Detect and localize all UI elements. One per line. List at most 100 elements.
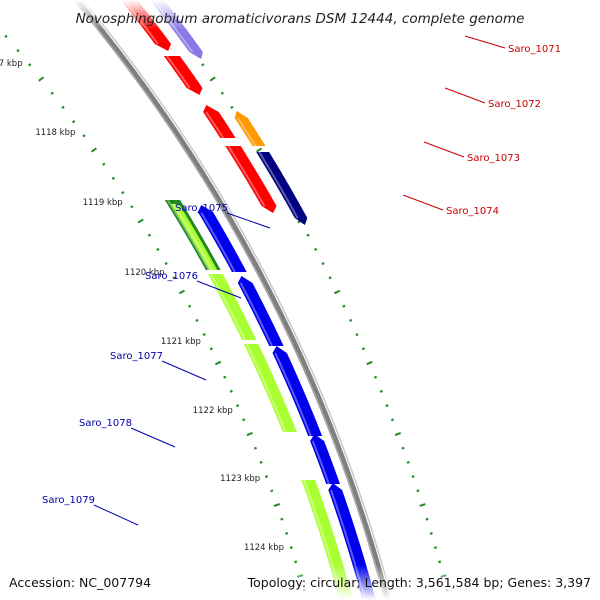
tick-mark bbox=[394, 432, 402, 436]
tick-mark bbox=[178, 289, 186, 295]
tick-mark bbox=[361, 347, 365, 351]
kbp-label: 1118 kbp bbox=[35, 128, 75, 138]
tick-mark bbox=[223, 375, 227, 379]
tick-mark bbox=[273, 503, 281, 507]
tick-mark bbox=[137, 218, 144, 224]
tick-mark bbox=[220, 91, 225, 95]
tick-mark bbox=[306, 233, 310, 237]
leader-line bbox=[226, 212, 271, 229]
leader-line bbox=[196, 280, 242, 299]
tick-mark bbox=[50, 91, 54, 95]
leader-line bbox=[93, 504, 139, 526]
tick-mark bbox=[429, 531, 433, 535]
leader-line bbox=[161, 360, 207, 381]
tick-mark bbox=[4, 34, 8, 39]
tick-mark bbox=[147, 233, 152, 237]
tick-mark bbox=[419, 503, 426, 507]
tick-mark bbox=[164, 262, 168, 266]
kbp-label: 1123 kbp bbox=[220, 474, 260, 484]
gene-saro-1074 bbox=[225, 145, 277, 213]
gene-saro-1077-cds bbox=[243, 343, 297, 433]
tick-mark bbox=[16, 48, 20, 53]
genome-backbone bbox=[72, 0, 393, 600]
tick-mark bbox=[156, 247, 160, 251]
tick-mark bbox=[242, 418, 246, 422]
tick-mark bbox=[313, 247, 318, 251]
tick-mark bbox=[102, 162, 106, 166]
gene-label-left: Saro_1078 bbox=[79, 418, 132, 429]
tick-mark bbox=[270, 489, 274, 493]
gene-saro-1073 bbox=[203, 105, 236, 139]
leader-line bbox=[423, 141, 465, 158]
tick-mark bbox=[328, 276, 332, 280]
tick-mark bbox=[264, 475, 269, 479]
gene-label-left: Saro_1077 bbox=[110, 351, 163, 362]
gene-label-left: Saro_1076 bbox=[145, 271, 198, 282]
tick-mark bbox=[187, 304, 192, 308]
gene-label-right: Saro_1073 bbox=[467, 153, 520, 164]
tick-mark bbox=[433, 546, 438, 550]
leader-line bbox=[402, 194, 444, 211]
tick-mark bbox=[256, 147, 263, 153]
kbp-label: 1117 kbp bbox=[0, 59, 23, 69]
tick-mark bbox=[349, 318, 353, 322]
tick-mark bbox=[253, 446, 257, 450]
gene-saro-1076-cds bbox=[208, 273, 257, 341]
tick-mark bbox=[130, 205, 134, 209]
tick-mark bbox=[38, 76, 45, 82]
tick-mark bbox=[321, 262, 325, 266]
gene-saro-1072 bbox=[163, 55, 203, 95]
tick-mark bbox=[71, 119, 76, 124]
kbp-label: 1119 kbp bbox=[83, 198, 123, 208]
gene-label-right: Saro_1074 bbox=[446, 206, 499, 217]
tick-mark bbox=[366, 360, 373, 366]
backbone-line-1 bbox=[81, 0, 393, 600]
tick-mark bbox=[406, 460, 410, 464]
label-leader-lines bbox=[93, 35, 506, 526]
gene-saro-1076 bbox=[237, 276, 284, 347]
tick-mark bbox=[202, 333, 206, 337]
gene-saro-1075-cds-inner bbox=[170, 203, 218, 271]
gene-saro-1075 bbox=[197, 205, 247, 273]
tick-mark bbox=[121, 190, 125, 195]
bottom-fade bbox=[0, 565, 600, 600]
kbp-label: 1124 kbp bbox=[244, 543, 284, 553]
tick-mark bbox=[172, 276, 176, 280]
tick-mark bbox=[111, 176, 116, 181]
kbp-label: 1120 kbp bbox=[125, 268, 165, 278]
tick-mark bbox=[333, 289, 341, 295]
gene-label-right: Saro_1072 bbox=[488, 99, 541, 110]
tick-mark bbox=[411, 475, 415, 479]
tick-mark bbox=[229, 389, 233, 393]
tick-mark bbox=[214, 360, 222, 366]
gene-label-left: Saro_1075 bbox=[175, 203, 228, 214]
tick-mark bbox=[294, 560, 298, 564]
gene-saro-1073-partner bbox=[234, 111, 266, 147]
gene-label-left: Saro_1079 bbox=[42, 495, 95, 506]
tick-mark bbox=[373, 375, 378, 379]
gene-saro-1077 bbox=[272, 346, 323, 437]
tick-mark bbox=[379, 389, 383, 393]
tick-mark bbox=[401, 446, 405, 450]
tick-mark bbox=[416, 489, 420, 493]
tick-mark bbox=[355, 333, 359, 337]
accession-label: Accession: NC_007794 bbox=[9, 575, 151, 590]
tick-mark bbox=[230, 105, 234, 110]
tick-mark bbox=[259, 460, 263, 464]
gene-saro-1074-partner bbox=[256, 151, 308, 225]
backbone-line-0 bbox=[75, 0, 390, 600]
tick-mark bbox=[246, 431, 253, 437]
tick-mark bbox=[280, 517, 284, 521]
top-fade bbox=[0, 0, 600, 30]
leader-line bbox=[130, 427, 176, 448]
gene-labels: Saro_1071 Saro_1072 Saro_1073 Saro_1074 Saro… bbox=[42, 44, 561, 506]
backbone-line-2 bbox=[72, 0, 386, 600]
gene-features bbox=[120, 0, 376, 600]
tick-mark bbox=[390, 418, 395, 422]
tick-mark bbox=[236, 404, 240, 408]
tick-mark bbox=[425, 517, 429, 521]
kbp-tick-labels: 1117 kbp 1118 kbp 1119 kbp 1120 kbp 1121 kbp… bbox=[0, 59, 284, 553]
gene-label-right: Saro_1071 bbox=[508, 44, 561, 55]
map-title: Novosphingobium aromaticivorans DSM 1244… bbox=[76, 11, 525, 27]
